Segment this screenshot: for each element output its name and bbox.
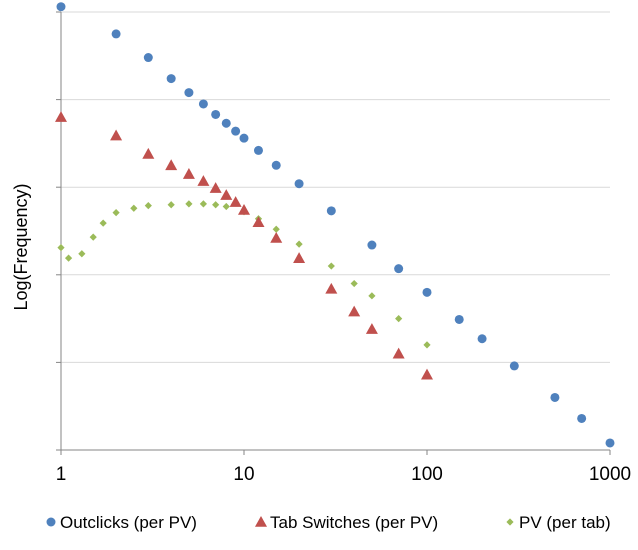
legend-label: PV (per tab) — [519, 513, 611, 532]
legend: Outclicks (per PV) Tab Switches (per PV) P… — [46, 513, 611, 532]
data-point — [550, 392, 560, 402]
data-point — [294, 179, 304, 189]
data-point — [350, 279, 358, 288]
data-point — [167, 201, 175, 209]
data-point — [111, 29, 121, 39]
data-point — [295, 240, 303, 248]
x-tick-label: 1000 — [589, 464, 631, 485]
data-point — [509, 361, 519, 371]
data-point — [130, 204, 138, 212]
data-point — [348, 305, 361, 317]
data-point — [394, 264, 404, 274]
data-point — [212, 201, 220, 209]
x-tick-label: 10 — [233, 464, 254, 485]
data-point — [166, 74, 176, 84]
data-point — [142, 147, 155, 159]
x-tick-labels: 1 10 100 1000 — [56, 464, 631, 485]
data-point — [293, 252, 306, 263]
data-point — [605, 438, 615, 448]
data-point — [272, 225, 280, 233]
data-point — [110, 129, 123, 141]
data-point — [365, 323, 378, 334]
data-point — [89, 233, 97, 241]
data-point — [392, 347, 405, 359]
data-point — [231, 126, 241, 136]
data-point — [477, 334, 487, 344]
data-point — [143, 53, 153, 63]
data-point — [165, 159, 178, 171]
data-point — [367, 240, 377, 250]
data-point — [238, 203, 250, 215]
legend-marker — [506, 518, 514, 526]
data-point — [252, 216, 265, 228]
legend-marker — [46, 517, 56, 527]
series-triangle — [55, 111, 433, 380]
data-point — [185, 200, 193, 208]
data-point — [184, 88, 194, 98]
axes — [56, 11, 611, 455]
data-point — [57, 244, 65, 252]
data-point — [271, 160, 281, 170]
data-point — [199, 200, 208, 208]
gridlines — [61, 11, 610, 363]
legend-label: Tab Switches (per PV) — [270, 513, 438, 532]
data-point — [182, 168, 195, 179]
data-point — [112, 209, 120, 217]
data-point — [270, 232, 283, 243]
data-point — [222, 202, 230, 211]
data-point — [144, 201, 152, 210]
data-point — [422, 287, 432, 297]
data-point — [325, 282, 338, 294]
data-point — [56, 2, 66, 12]
series-circle — [56, 2, 615, 448]
data-point — [253, 145, 263, 155]
data-point — [327, 262, 335, 270]
data-point — [211, 109, 221, 119]
data-point — [326, 206, 336, 216]
data-point — [454, 314, 464, 324]
data-series — [55, 2, 615, 448]
data-point — [423, 341, 431, 349]
data-point — [229, 196, 242, 207]
data-point — [99, 219, 107, 227]
data-point — [209, 182, 222, 193]
data-point — [368, 292, 376, 300]
legend-label: Outclicks (per PV) — [60, 513, 197, 532]
data-point — [221, 118, 231, 128]
data-point — [577, 413, 587, 423]
y-axis-title: Log(Frequency) — [11, 183, 31, 310]
data-point — [64, 254, 73, 262]
data-point — [239, 133, 249, 143]
legend-marker — [255, 516, 267, 527]
data-point — [220, 189, 233, 200]
data-point — [421, 368, 433, 380]
data-point — [55, 111, 67, 122]
data-point — [395, 315, 403, 323]
x-tick-label: 100 — [411, 464, 443, 485]
data-point — [198, 99, 208, 109]
data-point — [197, 175, 210, 186]
data-point — [78, 250, 86, 258]
x-tick-label: 1 — [56, 464, 67, 485]
